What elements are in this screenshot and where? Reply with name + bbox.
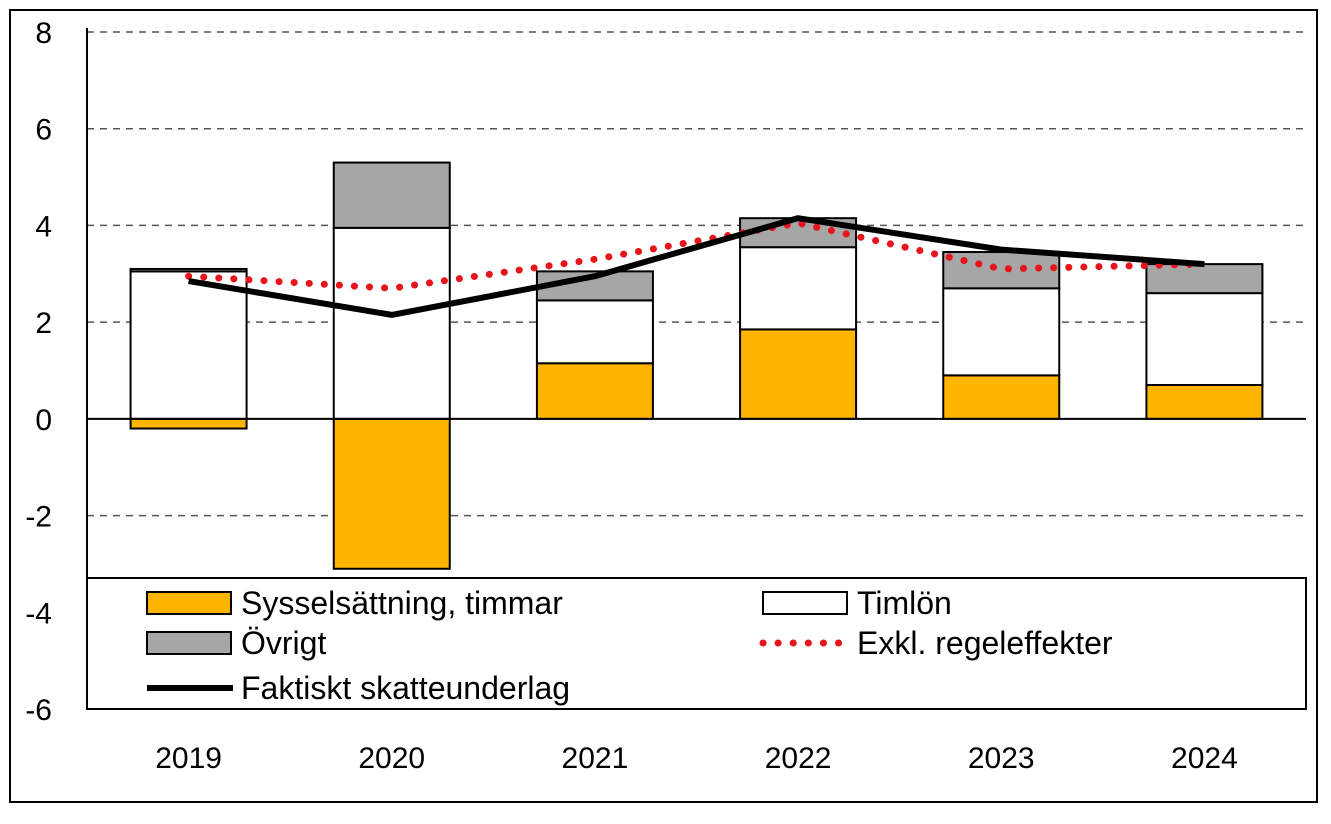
x-tick-label: 2023 [968, 742, 1035, 775]
legend-label: Sysselsättning, timmar [241, 585, 563, 621]
x-tick-label: 2019 [155, 742, 222, 775]
lines [185, 215, 1208, 318]
bar-segment [739, 328, 858, 420]
y-tick-label: -6 [25, 694, 52, 727]
legend-label: Faktiskt skatteunderlag [241, 670, 570, 706]
bar-segment [1145, 292, 1264, 387]
bar-segment [129, 270, 248, 420]
legend-box [86, 577, 1307, 710]
legend: Sysselsättning, timmar Timlön Övrigt Exkl. … [86, 577, 1307, 710]
bar-segment [942, 287, 1061, 377]
x-tick-label: 2021 [562, 742, 629, 775]
bar-segment [332, 161, 451, 229]
legend-label: Exkl. regeleffekter [857, 625, 1113, 661]
legend-swatch [762, 591, 848, 615]
x-tick-label: 2020 [358, 742, 425, 775]
legend-label: Timlön [857, 585, 952, 621]
bar-segment [942, 374, 1061, 420]
gridlines [87, 31, 1306, 517]
bars [129, 161, 1264, 570]
bar-segment [129, 267, 248, 273]
outer-border [9, 9, 1318, 803]
y-tick-label: 4 [35, 210, 52, 243]
bar-segment [739, 246, 858, 331]
legend-swatch [146, 631, 232, 655]
bar-segment [332, 417, 451, 570]
y-tick-label: -2 [25, 501, 52, 534]
y-tick-label: 6 [35, 114, 52, 147]
y-tick-label: 2 [35, 307, 52, 340]
bar-segment [535, 362, 654, 420]
bar-segment [942, 251, 1061, 290]
legend-swatch [146, 591, 232, 615]
bar-segment [1145, 384, 1264, 420]
y-tick-label: 0 [35, 404, 52, 437]
bar-segment [535, 299, 654, 365]
bar-segment [1145, 263, 1264, 295]
y-tick-label: -4 [25, 597, 52, 630]
x-tick-label: 2024 [1171, 742, 1238, 775]
x-tick-label: 2022 [765, 742, 832, 775]
bar-segment [129, 417, 248, 430]
line-faktiskt-skatteunderlag [188, 215, 1205, 318]
y-tick-label: 8 [35, 17, 52, 50]
legend-label: Övrigt [241, 625, 326, 661]
bar-segment [332, 226, 451, 420]
line-exkl-regeleffekter [185, 219, 1208, 292]
